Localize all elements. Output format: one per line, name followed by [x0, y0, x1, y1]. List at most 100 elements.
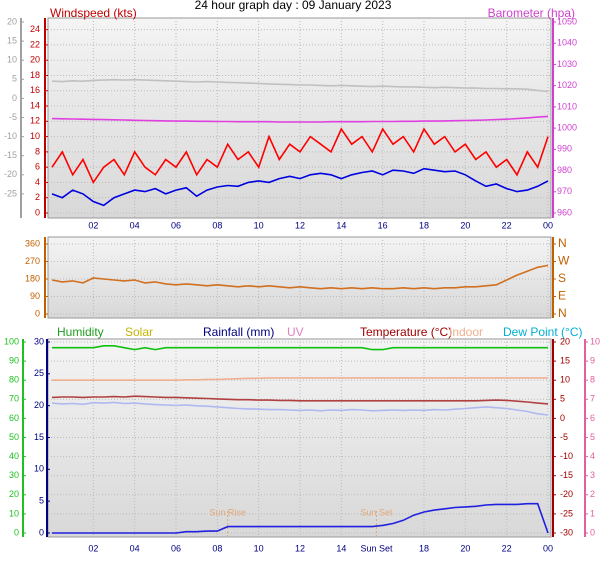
legend-entry: Rainfall (mm): [203, 325, 274, 339]
legend-entry: Humidity: [57, 325, 104, 339]
annotation: Sun Rise: [209, 507, 246, 517]
y-tick-label: 18: [30, 70, 40, 80]
y-tick-label: 0: [14, 527, 19, 537]
y-tick-label: 30: [34, 336, 44, 346]
y-tick-label: 1: [590, 508, 595, 518]
y-tick-label: 1040: [557, 38, 577, 48]
y-tick-label: -10: [560, 451, 573, 461]
annotation-axis: Sun Set: [360, 543, 393, 553]
series-line: [51, 78, 549, 93]
y-tick-label: 5: [560, 394, 565, 404]
x-tick-label: 16: [378, 220, 388, 230]
y-tick-label: N: [558, 236, 567, 250]
y-tick-label: 8: [35, 146, 40, 156]
x-tick-label: 08: [212, 220, 222, 230]
x-tick-label: 10: [254, 543, 264, 553]
x-tick-label: 04: [130, 543, 140, 553]
y-tick-label: 5: [39, 496, 44, 506]
y-tick-label: 2: [35, 192, 40, 202]
y-tick-label: -25: [4, 188, 17, 198]
y-tick-label: 0: [39, 527, 44, 537]
y-tick-label: 980: [557, 165, 572, 175]
y-tick-label: 3: [590, 470, 595, 480]
x-tick-label: 02: [88, 543, 98, 553]
series-line: [52, 502, 549, 534]
x-tick-label: 18: [419, 220, 429, 230]
y-tick-label: -30: [560, 527, 573, 537]
y-tick-label: 20: [30, 55, 40, 65]
y-tick-label: 90: [30, 291, 40, 301]
x-tick-label: 18: [419, 543, 429, 553]
y-tick-label: 10: [560, 375, 570, 385]
y-tick-label: 14: [30, 100, 40, 110]
x-tick-label: 08: [212, 543, 222, 553]
x-tick-label: 00: [543, 543, 553, 553]
y-tick-label: 10: [9, 508, 19, 518]
y-tick-label: 0: [35, 308, 40, 318]
y-tick-label: 270: [25, 256, 40, 266]
y-tick-label: -15: [560, 470, 573, 480]
legend-entry: Temperature (°C): [360, 325, 452, 339]
y-tick-label: 16: [30, 85, 40, 95]
x-tick-label: 12: [295, 543, 305, 553]
y-tick-label: 20: [9, 489, 19, 499]
y-tick-label: E: [558, 289, 566, 303]
y-tick-label: 24: [30, 24, 40, 34]
y-tick-label: 4: [35, 177, 40, 187]
series-line: [52, 345, 548, 351]
y-tick-label: 70: [9, 394, 19, 404]
y-tick-label: 12: [30, 116, 40, 126]
y-tick-label: -5: [9, 112, 17, 122]
series-line: [51, 401, 549, 416]
legend-entry: UV: [287, 325, 304, 339]
y-tick-label: 6: [590, 413, 595, 423]
y-tick-label: 1010: [557, 101, 577, 111]
y-tick-label: 5: [590, 432, 595, 442]
y-tick-label: 5: [12, 74, 17, 84]
y-tick-label: 6: [35, 162, 40, 172]
series-line: [51, 127, 549, 185]
y-tick-label: 8: [590, 375, 595, 385]
y-tick-label: -15: [4, 150, 17, 160]
x-tick-label: 12: [295, 220, 305, 230]
x-tick-label: 04: [130, 220, 140, 230]
y-tick-label: -25: [560, 508, 573, 518]
legend-entry: Solar: [125, 325, 153, 339]
y-tick-label: W: [558, 254, 570, 268]
x-tick-label: 06: [171, 220, 181, 230]
y-tick-label: 0: [35, 207, 40, 217]
y-tick-label: 40: [9, 451, 19, 461]
legend-entry: Barometer (hpa): [488, 6, 575, 20]
x-tick-label: 22: [502, 543, 512, 553]
series-line: [51, 264, 549, 290]
legend-entry: Windspeed (kts): [50, 6, 137, 20]
y-tick-label: 20: [560, 336, 570, 346]
y-tick-label: 7: [590, 394, 595, 404]
y-tick-label: 990: [557, 144, 572, 154]
y-tick-label: N: [558, 306, 567, 320]
y-tick-label: 180: [25, 273, 40, 283]
y-tick-label: 10: [7, 55, 17, 65]
x-tick-label: 14: [336, 543, 346, 553]
series-line: [51, 167, 549, 207]
y-tick-label: 2: [590, 489, 595, 499]
y-tick-label: 1030: [557, 59, 577, 69]
legend-entry: Dew Point (°C): [503, 325, 582, 339]
y-tick-label: 360: [25, 238, 40, 248]
y-tick-label: 970: [557, 186, 572, 196]
y-tick-label: 100: [4, 336, 19, 346]
chart-title: 24 hour graph day : 09 January 2023: [195, 0, 392, 12]
y-tick-label: 4: [590, 451, 595, 461]
x-tick-label: 20: [460, 220, 470, 230]
y-tick-label: 10: [590, 336, 600, 346]
y-tick-label: 0: [12, 93, 17, 103]
series-line: [52, 377, 548, 381]
y-tick-label: 90: [9, 355, 19, 365]
y-tick-label: 960: [557, 207, 572, 217]
y-tick-label: 0: [590, 527, 595, 537]
y-tick-label: -20: [560, 489, 573, 499]
x-tick-label: 02: [88, 220, 98, 230]
x-tick-label: 20: [460, 543, 470, 553]
y-tick-label: 15: [34, 432, 44, 442]
y-tick-label: -20: [4, 169, 17, 179]
